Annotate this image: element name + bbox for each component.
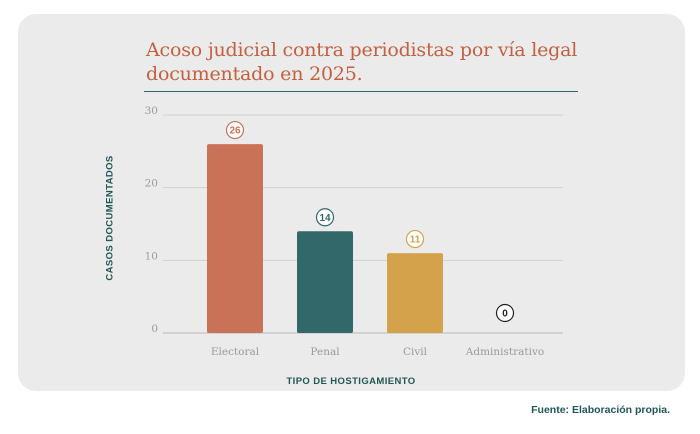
y-tick-label: 20 xyxy=(145,178,158,190)
source-note: Fuente: Elaboración propia. xyxy=(531,404,670,416)
value-label: 26 xyxy=(229,126,241,137)
x-tick-label: Administrativo xyxy=(465,346,544,358)
value-label-badge xyxy=(225,120,245,140)
y-axis-ticks: 0 10 20 30 xyxy=(145,105,158,335)
bar-civil xyxy=(387,253,443,333)
value-label: 0 xyxy=(502,309,508,320)
y-tick-label: 30 xyxy=(145,105,158,117)
bar-penal xyxy=(297,231,353,333)
title-divider xyxy=(144,91,578,92)
value-label: 11 xyxy=(410,235,421,246)
x-axis-label: TIPO DE HOSTIGAMIENTO xyxy=(286,376,416,387)
y-tick-label: 0 xyxy=(151,323,158,335)
chart-title: Acoso judicial contra periodistas por ví… xyxy=(146,39,578,85)
x-axis-ticks: Electoral Penal Civil Administrativo xyxy=(211,346,544,358)
bar-electoral xyxy=(207,144,263,333)
value-labels: 26 14 11 0 xyxy=(225,120,515,323)
y-tick-label: 10 xyxy=(145,250,158,262)
value-label-badge xyxy=(315,208,335,227)
value-label-badge xyxy=(495,303,515,323)
x-tick-label: Electoral xyxy=(211,346,260,358)
x-tick-label: Penal xyxy=(310,346,340,358)
bars xyxy=(207,144,443,333)
x-tick-label: Civil xyxy=(403,346,428,358)
y-axis-label: CASOS DOCUMENTADOS xyxy=(104,155,116,281)
value-label-badge xyxy=(405,229,425,249)
value-label: 14 xyxy=(319,213,331,224)
